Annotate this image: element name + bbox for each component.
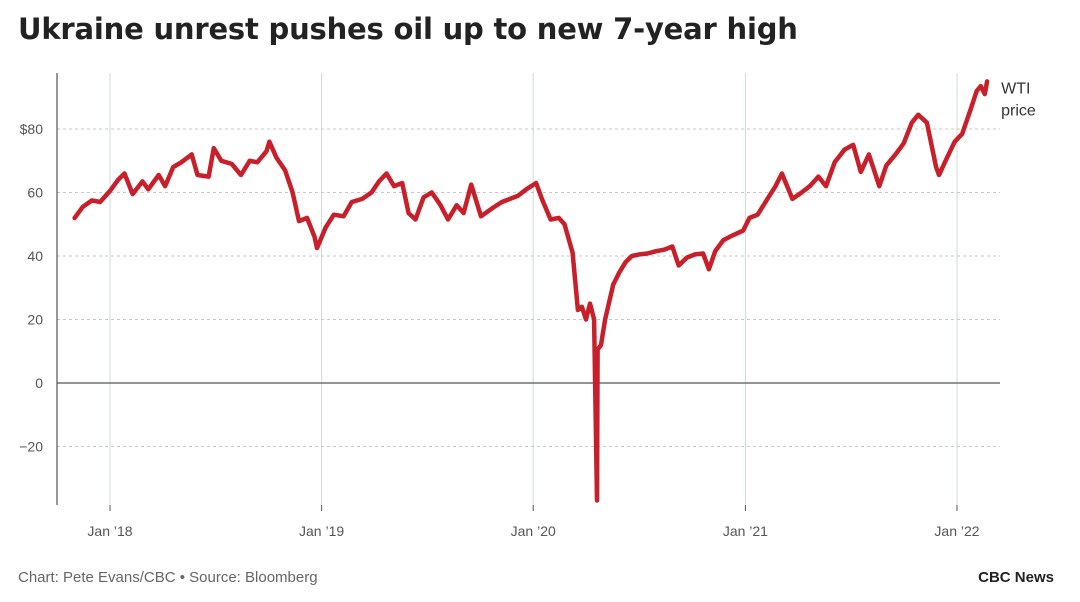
y-tick-label: 20 [27,312,43,328]
series-line-1 [72,79,990,503]
series-label: WTI price [1001,80,1036,119]
brand-label: CBC News [978,569,1054,586]
chart-title: Ukraine unrest pushes oil up to new 7-ye… [18,12,798,46]
y-tick-label: −20 [19,439,43,455]
chart-credit: Chart: Pete Evans/CBC • Source: Bloomber… [18,569,318,586]
x-tick-label: Jan ’22 [934,523,979,539]
series-layer [72,79,990,503]
x-tick-label: Jan ’21 [723,523,768,539]
x-tick-label: Jan ’20 [511,523,556,539]
y-tick-label: 0 [35,375,43,391]
y-tick-label: 60 [27,185,43,201]
x-tick-label: Jan ’19 [299,523,344,539]
axes: Jan ’18 Jan ’19 Jan ’20 Jan ’21 Jan ’22 −20 0 2… [19,73,1000,539]
x-tick-label: Jan ’18 [87,523,132,539]
y-tick-label: 40 [27,248,43,264]
y-tick-label: $80 [20,121,44,137]
grid-lines [57,73,1000,505]
series-labels: WTI price [1001,80,1036,119]
